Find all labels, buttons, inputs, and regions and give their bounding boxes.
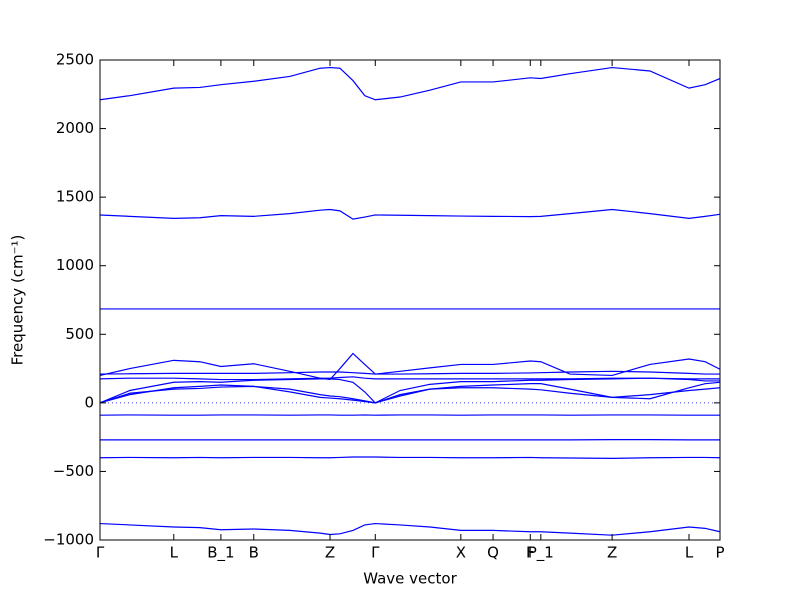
band-line (99, 384, 721, 404)
x-tick-label: Z (607, 544, 617, 562)
band-line (99, 522, 721, 536)
plot-frame (99, 59, 721, 541)
band-line (99, 376, 720, 381)
y-tick-label: −1000 (43, 531, 94, 549)
x-tick-label: Γ (371, 544, 380, 562)
y-tick-label: 1000 (56, 256, 94, 274)
band-line (99, 377, 720, 404)
band-line (99, 352, 721, 381)
x-tick-label: Γ (96, 544, 105, 562)
x-axis-label: Wave vector (363, 570, 457, 588)
x-tick-label: F (526, 544, 535, 562)
band-line (99, 456, 721, 460)
x-tick-label: B_1 (207, 544, 234, 563)
y-axis-label: Frequency (cm⁻¹) (9, 235, 27, 366)
y-tick-label: 0 (84, 393, 94, 411)
y-tick-label: 2000 (56, 119, 94, 137)
x-tick-label: Q (487, 544, 499, 562)
x-tick-label: X (456, 544, 466, 562)
x-tick-label: Z (325, 544, 335, 562)
x-tick-label: P (715, 544, 724, 562)
band-line (99, 208, 721, 220)
x-tick-label: B (249, 544, 259, 562)
x-tick-label: L (685, 544, 694, 562)
x-tick-label: L (170, 544, 179, 562)
band-line (99, 381, 721, 404)
y-tick-label: 500 (65, 325, 94, 343)
x-tick-label: P_1 (528, 544, 554, 563)
band-line (99, 66, 721, 101)
band-line (99, 370, 720, 375)
y-tick-label: −500 (53, 462, 94, 480)
y-tick-label: 1500 (56, 188, 94, 206)
y-tick-label: 2500 (56, 51, 94, 69)
